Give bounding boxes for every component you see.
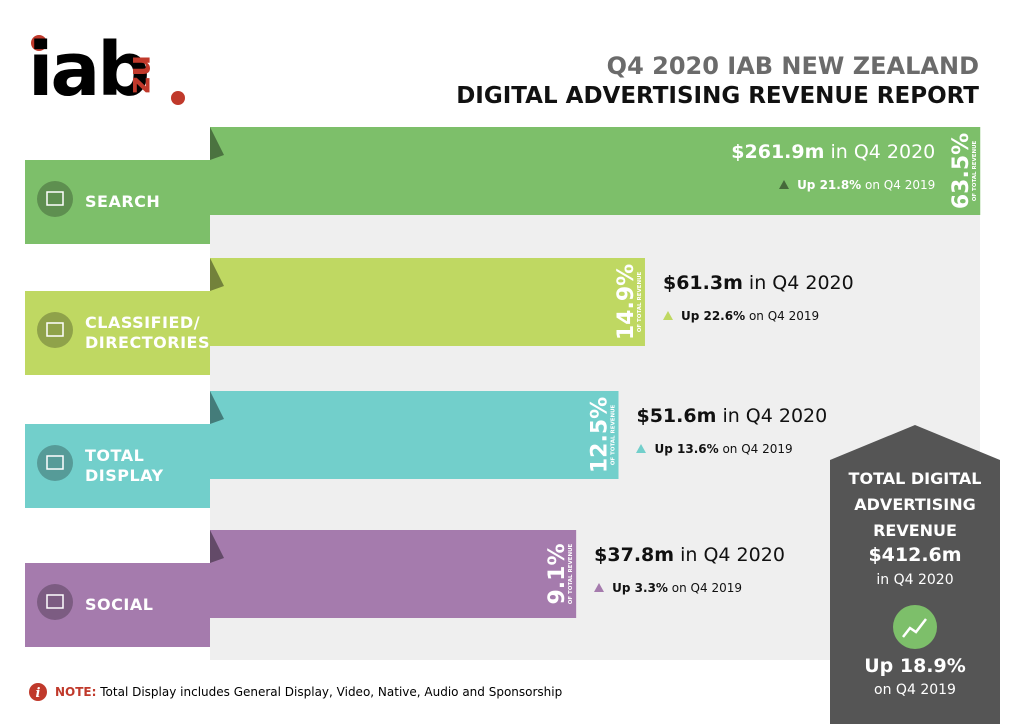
total-value: $412.6m	[868, 544, 962, 566]
growth-value: Up 13.6%	[654, 442, 719, 456]
growth-icon-line	[902, 618, 927, 638]
logo-dot	[171, 91, 185, 105]
value-label: 9.1%	[545, 543, 570, 604]
category-label: CLASSIFIED/ DIRECTORIES	[85, 313, 210, 352]
bar	[210, 258, 645, 346]
category-icon	[37, 445, 73, 481]
revenue-period: in Q4 2020	[680, 544, 785, 566]
percent: 9.1%OF TOTAL REVENUE	[545, 543, 574, 604]
note-icon-glyph: i	[36, 686, 41, 701]
percent: 14.9%OF TOTAL REVENUE	[614, 264, 643, 340]
fold	[210, 127, 224, 160]
category-icon-glyph	[46, 191, 64, 206]
value-label: 14.9%	[614, 264, 639, 340]
total-growth: Up 18.9%	[864, 655, 966, 677]
growth-arrow	[779, 180, 790, 189]
growth-period: on Q4 2019	[748, 309, 820, 323]
growth: Up 13.6% on Q4 2019	[636, 442, 793, 456]
growth-value: Up 3.3%	[612, 581, 668, 595]
revenue-value: $51.6m	[636, 405, 717, 427]
growth-icon	[893, 605, 937, 649]
fold	[210, 258, 224, 291]
growth-value: Up 21.8%	[797, 178, 862, 192]
growth-period: on Q4 2019	[722, 442, 793, 456]
growth-value: Up 22.6%	[680, 309, 746, 323]
growth-arrow	[662, 311, 673, 320]
fold	[210, 391, 224, 424]
subtitle: DIGITAL ADVERTISING REVENUE REPORT	[456, 83, 979, 109]
value-caption: OF TOTAL REVENUE	[637, 271, 643, 332]
category-label: SOCIAL	[85, 595, 154, 614]
note-text: Total Display includes General Display, …	[100, 685, 563, 699]
total-label: TOTAL DIGITAL ADVERTISING REVENUE	[848, 469, 982, 540]
category-icon-glyph	[46, 455, 64, 470]
category-icon	[37, 312, 73, 348]
growth: Up 3.3% on Q4 2019	[594, 581, 742, 595]
value-caption: OF TOTAL REVENUE	[610, 404, 616, 465]
logo: iab	[28, 27, 150, 113]
revenue: $261.9m in Q4 2020	[731, 141, 935, 163]
note-label: NOTE:	[55, 685, 97, 699]
total-growth-period: on Q4 2019	[874, 682, 956, 698]
value-label: 12.5%	[587, 397, 612, 473]
category-icon	[37, 181, 73, 217]
category-icon	[37, 584, 73, 620]
note-icon	[29, 683, 47, 701]
value-label: 63.5%	[949, 133, 974, 209]
revenue-value: $61.3m	[662, 272, 743, 294]
bar	[210, 127, 981, 215]
fold	[210, 530, 224, 563]
revenue-value: $261.9m	[731, 141, 825, 163]
bar	[210, 530, 577, 618]
category-label: TOTAL DISPLAY	[85, 446, 164, 485]
percent: 63.5%OF TOTAL REVENUE	[949, 133, 978, 209]
growth: Up 22.6% on Q4 2019	[662, 309, 820, 323]
revenue-period: in Q4 2020	[748, 272, 854, 294]
growth-period: on Q4 2019	[865, 178, 936, 192]
logo-dot	[31, 35, 47, 51]
revenue: $51.6m in Q4 2020	[636, 405, 827, 427]
revenue-period: in Q4 2020	[830, 141, 936, 163]
total-period: in Q4 2020	[876, 572, 954, 588]
category-icon-glyph	[46, 322, 64, 337]
category-label: SEARCH	[85, 192, 161, 211]
value-caption: OF TOTAL REVENUE	[972, 140, 978, 201]
category-icon-glyph	[46, 594, 64, 609]
revenue-value: $37.8m	[594, 544, 675, 566]
total-box	[830, 425, 1000, 724]
percent: 12.5%OF TOTAL REVENUE	[587, 397, 616, 473]
bar	[210, 391, 619, 479]
growth-arrow	[594, 583, 605, 592]
growth-period: on Q4 2019	[671, 581, 742, 595]
title: Q4 2020 IAB NEW ZEALAND	[606, 52, 979, 80]
growth-arrow	[636, 444, 647, 453]
growth: Up 21.8% on Q4 2019	[779, 178, 935, 192]
revenue: $61.3m in Q4 2020	[663, 272, 854, 294]
logo-suffix: nz	[125, 55, 160, 94]
value-caption: OF TOTAL REVENUE	[568, 543, 574, 604]
revenue: $37.8m in Q4 2020	[594, 544, 785, 566]
revenue-period: in Q4 2020	[722, 405, 828, 427]
note: NOTE: Total Display includes General Dis…	[55, 685, 562, 699]
